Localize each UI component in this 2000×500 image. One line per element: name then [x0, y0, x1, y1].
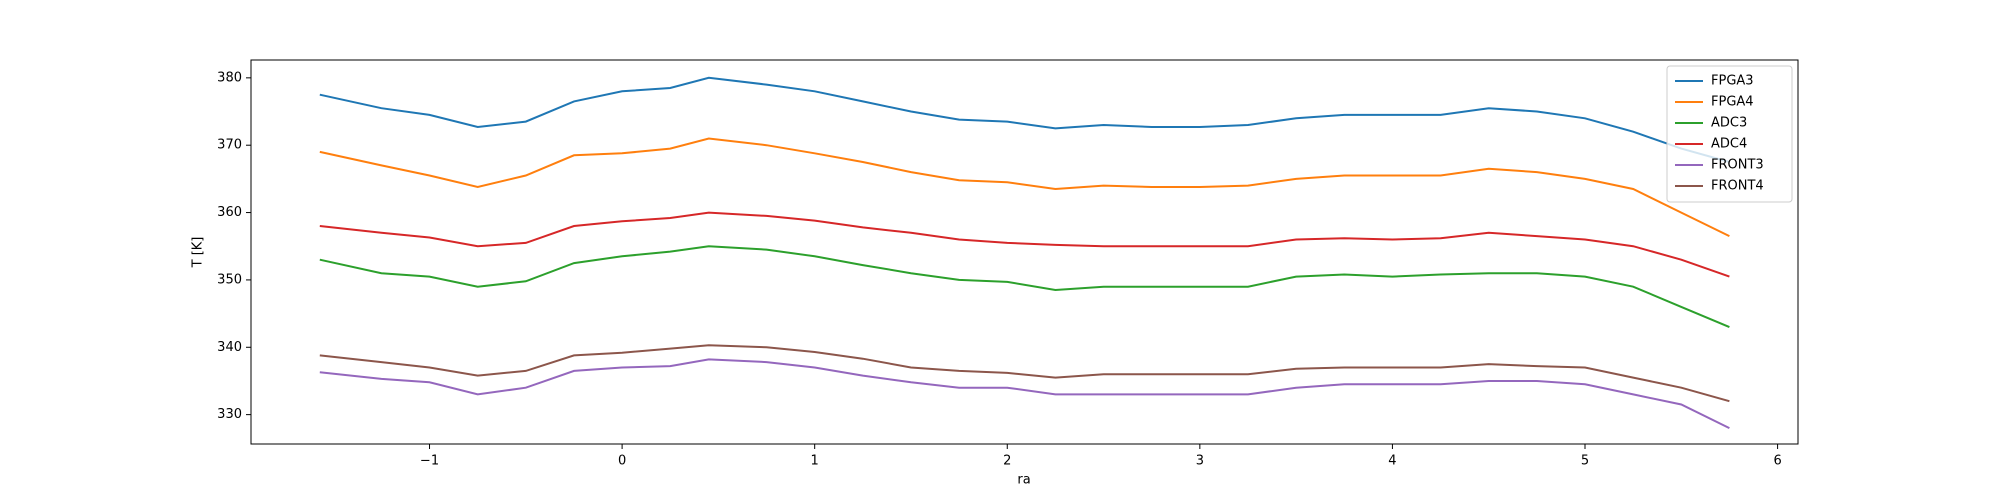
series-line	[319, 344, 1730, 403]
y-axis-label: T [K]	[191, 237, 206, 269]
x-tick-label: 5	[1581, 454, 1589, 469]
x-tick-label: 2	[1003, 454, 1011, 469]
y-tick-label: 360	[217, 205, 242, 220]
x-tick-label: −1	[420, 454, 439, 469]
plot-frame	[250, 59, 1799, 445]
legend-box	[1666, 65, 1793, 203]
x-tick-label: 4	[1388, 454, 1396, 469]
series-line	[319, 211, 1730, 278]
y-tick-label: 380	[217, 70, 242, 85]
legend-label: ADC4	[1711, 137, 1747, 152]
y-tick-label: 370	[217, 138, 242, 153]
x-axis-label: ra	[1017, 473, 1030, 488]
legend-label: FPGA3	[1711, 74, 1754, 89]
x-tick-label: 3	[1196, 454, 1204, 469]
series-line	[319, 245, 1730, 329]
legend-label: FRONT4	[1711, 179, 1764, 194]
x-tick-label: 1	[811, 454, 819, 469]
x-tick-label: 0	[618, 454, 626, 469]
series-line	[319, 76, 1730, 163]
series-line	[319, 137, 1730, 237]
x-tick-label: 6	[1773, 454, 1781, 469]
y-tick-label: 340	[217, 340, 242, 355]
y-tick-label: 330	[217, 407, 242, 422]
y-tick-label: 350	[217, 272, 242, 287]
series-line	[319, 358, 1730, 429]
legend-label: ADC3	[1711, 116, 1747, 131]
legend-label: FRONT3	[1711, 158, 1764, 173]
legend-label: FPGA4	[1711, 95, 1754, 110]
